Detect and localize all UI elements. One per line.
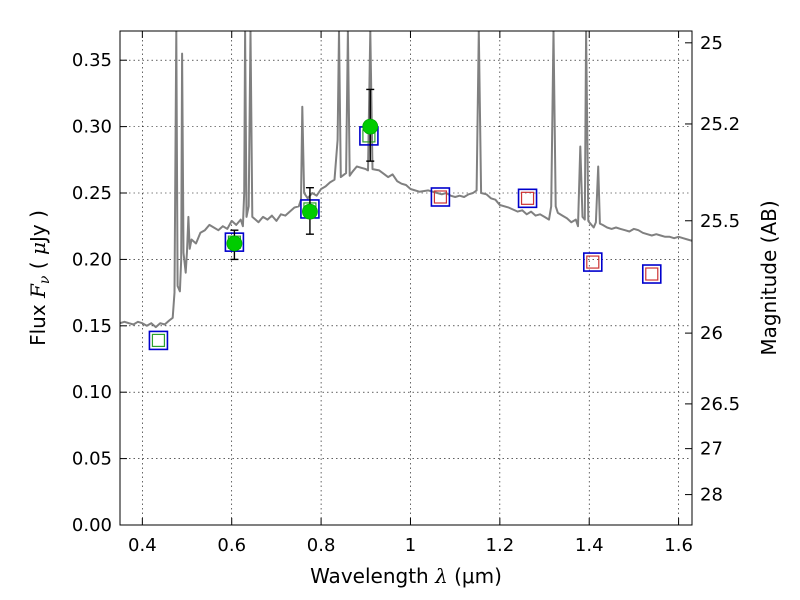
observed-photometry-point — [226, 235, 243, 252]
model-spectrum-line — [120, 31, 692, 329]
y2-tick-label: 26.5 — [700, 394, 740, 415]
x-tick-label: 1.2 — [486, 535, 515, 556]
y-tick-label: 0.35 — [72, 50, 112, 71]
observed-photometry-layer — [226, 88, 379, 261]
observed-photometry-point — [362, 118, 379, 135]
model-photometry-inner-marker — [645, 267, 659, 281]
x-axis-label: Wavelength λ (μm) — [310, 564, 502, 588]
x-tick-label: 0.6 — [217, 535, 246, 556]
y2-tick-label: 25.2 — [700, 114, 740, 135]
y2-tick-label: 28 — [700, 485, 723, 506]
x-tick-label: 1 — [405, 535, 416, 556]
y-tick-label: 0.30 — [72, 117, 112, 138]
x-tick-label: 0.8 — [307, 535, 336, 556]
model-photometry-inner-marker — [586, 255, 600, 269]
y-tick-label: 0.05 — [72, 449, 112, 470]
y2-axis-label: Magnitude (AB) — [757, 200, 781, 355]
y-tick-label: 0.10 — [72, 382, 112, 403]
spectrum-layer — [120, 31, 692, 329]
y2-tick-label: 25.5 — [700, 211, 740, 232]
y-tick-label: 0.20 — [72, 249, 112, 270]
x-tick-label: 1.4 — [575, 535, 604, 556]
model-photometry-inner-marker — [520, 191, 535, 205]
y2-tick-label: 25 — [700, 33, 723, 54]
y-tick-label: 0.25 — [72, 183, 112, 204]
model-photometry-marker — [430, 187, 451, 207]
y2-tick-label: 27 — [700, 439, 723, 460]
model-photometry-marker — [582, 252, 603, 272]
y-tick-label: 0.00 — [72, 515, 112, 536]
plot-frame — [119, 30, 693, 526]
y-tick-label: 0.15 — [72, 316, 112, 337]
y2-tick-label: 26 — [700, 323, 723, 344]
observed-photometry-point — [302, 203, 318, 220]
y-axis-label: Flux Fν ( μJy ) — [26, 210, 53, 346]
model-photometry-marker — [641, 264, 662, 284]
model-photometry-inner-marker — [433, 190, 448, 204]
x-tick-label: 0.4 — [128, 535, 157, 556]
axis-ticks: 0.4 0.6 0.8 1 1.2 1.4 1.6 0.00 0.05 0.10 0.15 0.20 0… — [72, 31, 740, 556]
model-photometry-inner-marker — [151, 333, 166, 348]
x-tick-label: 1.6 — [664, 535, 693, 556]
model-photometry-marker — [148, 330, 169, 351]
model-photometry-marker — [517, 188, 538, 209]
